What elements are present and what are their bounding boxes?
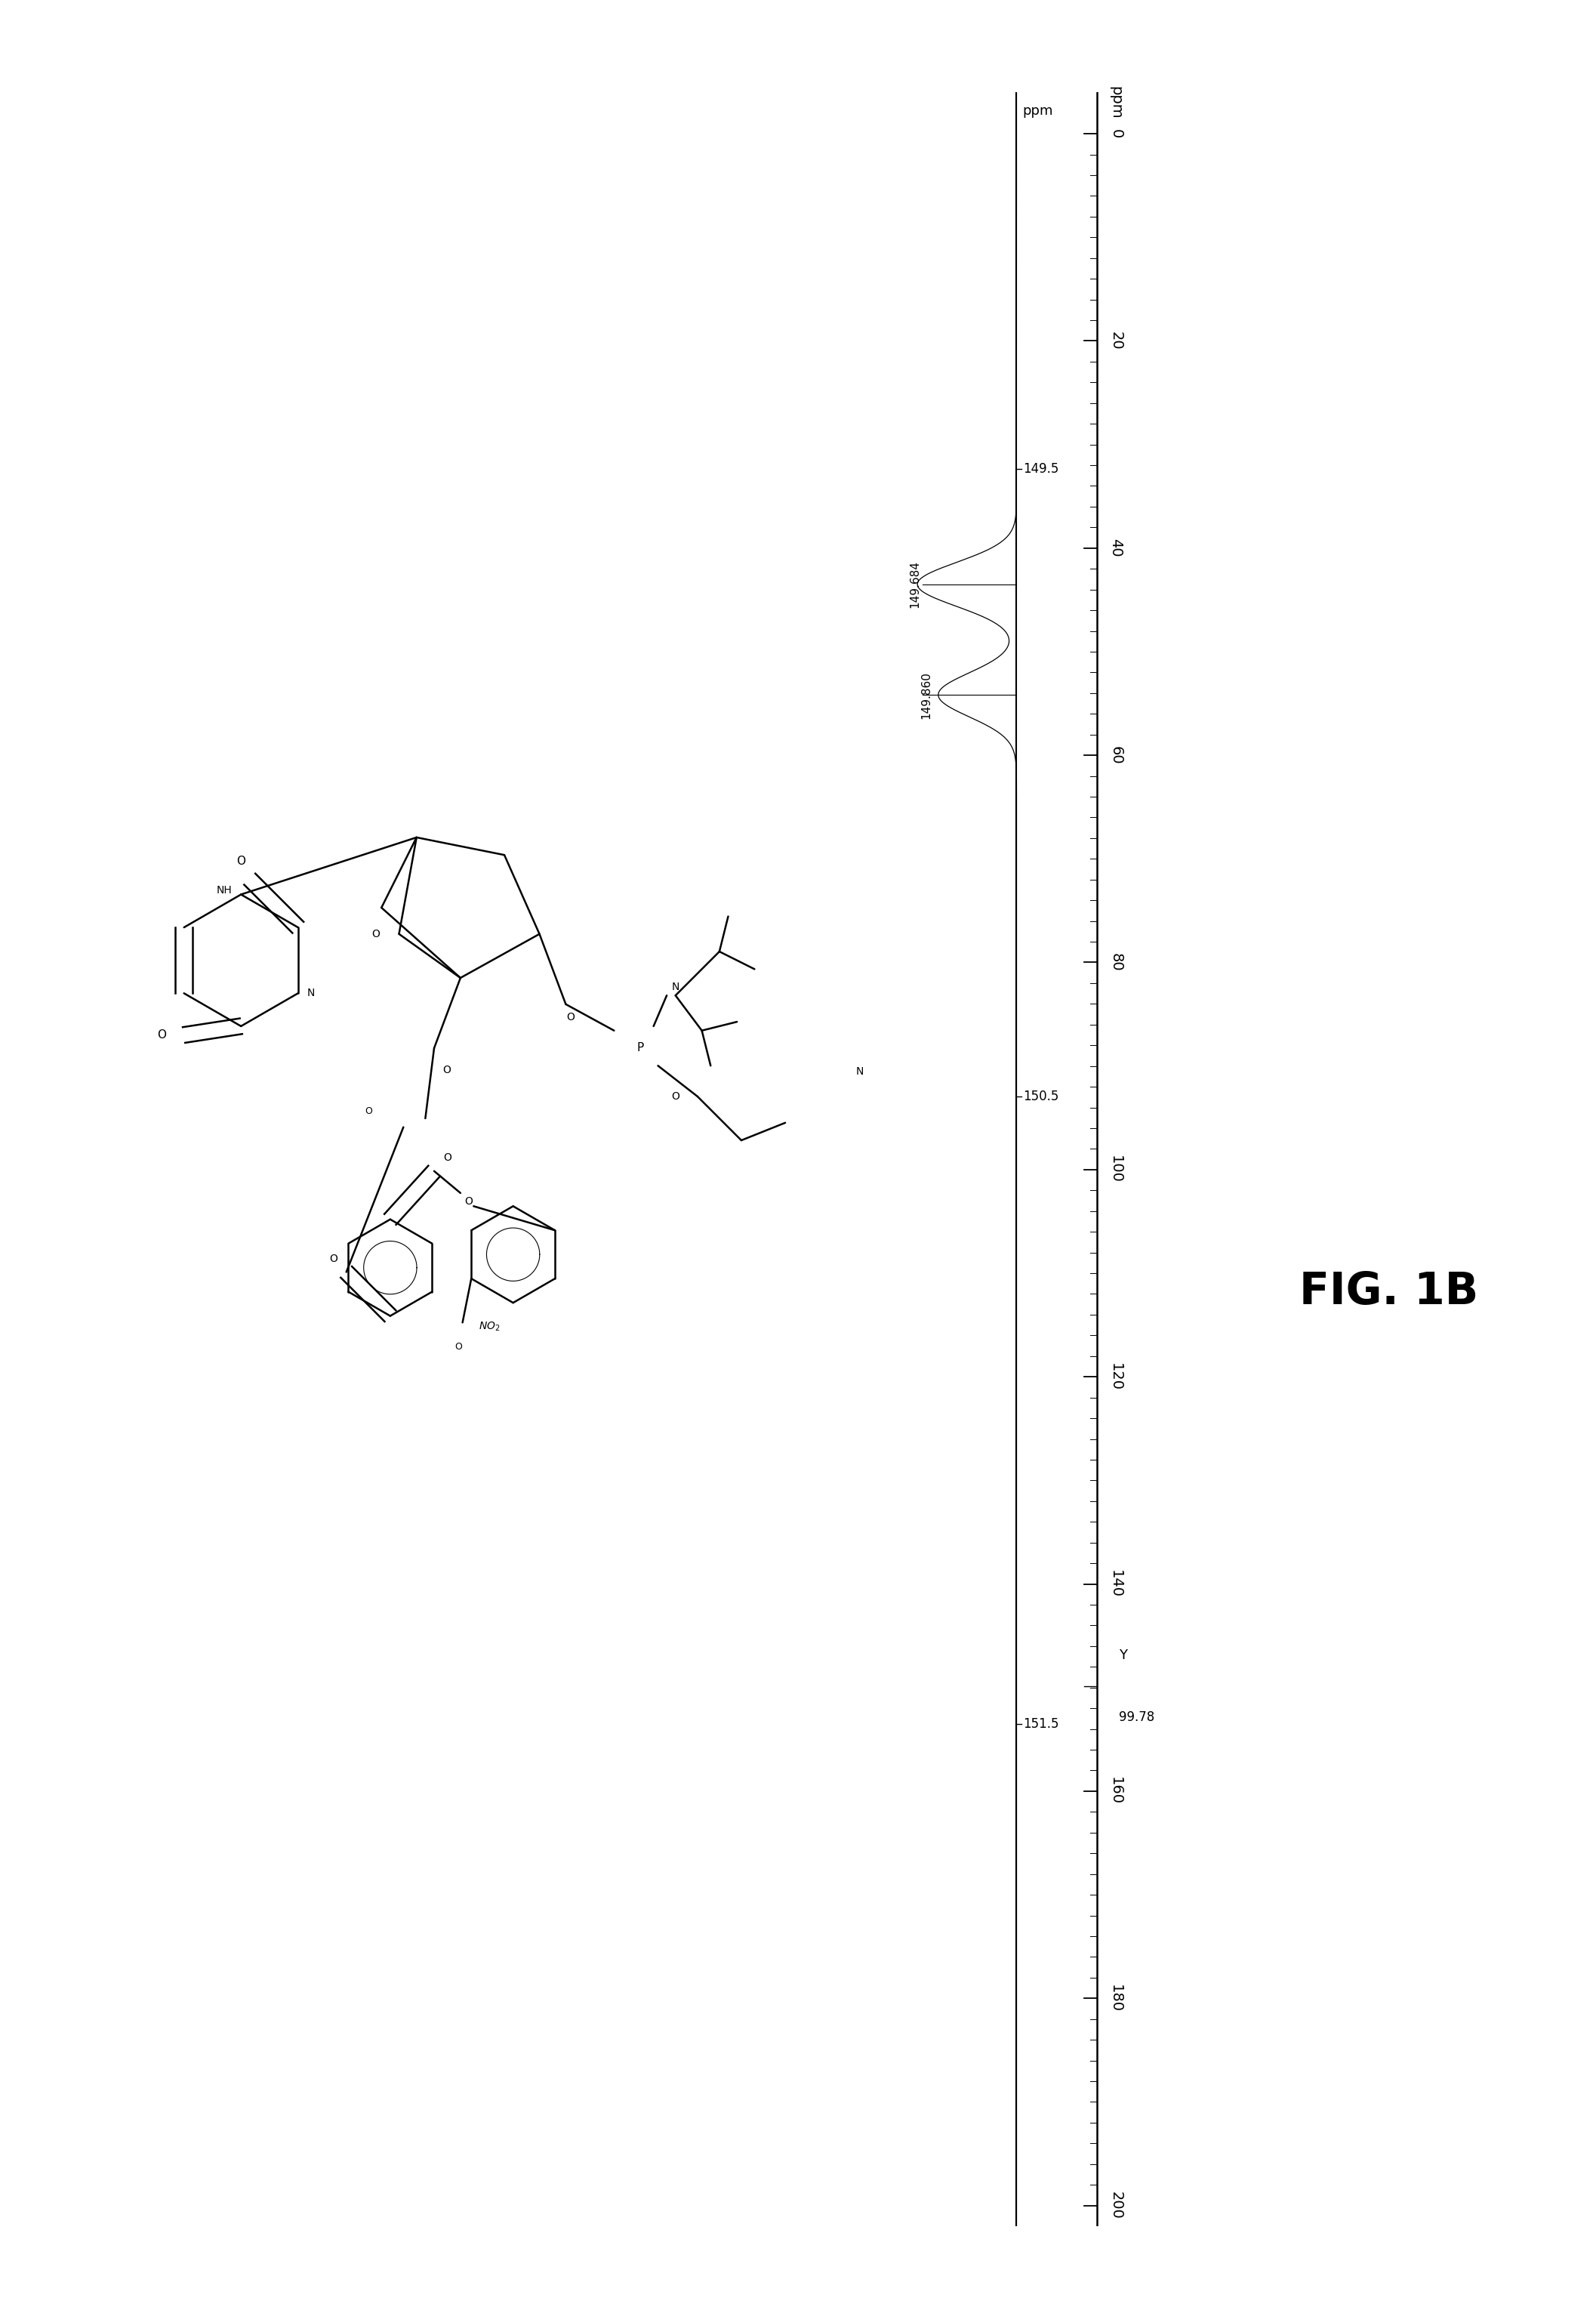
Text: N: N	[672, 980, 680, 992]
Text: 80: 80	[1109, 953, 1124, 971]
Text: 99.78: 99.78	[1119, 1709, 1154, 1723]
Text: N: N	[855, 1066, 863, 1077]
Text: 149.684: 149.684	[910, 561, 921, 609]
Text: 149.5: 149.5	[1023, 461, 1058, 475]
Text: 160: 160	[1109, 1776, 1124, 1804]
Text: FIG. 1B: FIG. 1B	[1299, 1271, 1478, 1313]
Text: O: O	[442, 1066, 452, 1075]
Text: 100: 100	[1109, 1156, 1124, 1183]
Text: 200: 200	[1109, 2192, 1124, 2219]
Text: O: O	[455, 1343, 461, 1352]
Text: O: O	[464, 1197, 472, 1207]
Text: O: O	[672, 1091, 680, 1103]
Text: 151.5: 151.5	[1023, 1716, 1058, 1730]
Text: P: P	[637, 1043, 643, 1054]
Text: N: N	[306, 987, 314, 999]
Text: O: O	[158, 1029, 166, 1040]
Text: 150.5: 150.5	[1023, 1089, 1058, 1103]
Text: 180: 180	[1109, 1984, 1124, 2012]
Text: 0: 0	[1109, 129, 1124, 138]
Text: 140: 140	[1109, 1571, 1124, 1599]
Text: O: O	[444, 1154, 452, 1163]
Text: O: O	[372, 930, 380, 939]
Text: O: O	[329, 1253, 337, 1264]
Text: 149.860: 149.860	[921, 671, 932, 717]
Text: NH: NH	[217, 886, 233, 895]
Text: O: O	[567, 1013, 575, 1022]
Text: 40: 40	[1109, 540, 1124, 558]
Text: ppm: ppm	[1109, 85, 1124, 120]
Text: $NO_2$: $NO_2$	[479, 1320, 500, 1333]
Text: ppm: ppm	[1023, 104, 1053, 118]
Text: 120: 120	[1109, 1363, 1124, 1391]
Text: O: O	[364, 1107, 372, 1117]
Text: 60: 60	[1109, 745, 1124, 764]
Text: 20: 20	[1109, 332, 1124, 351]
Text: O: O	[236, 856, 246, 867]
Text: Y: Y	[1119, 1647, 1127, 1661]
